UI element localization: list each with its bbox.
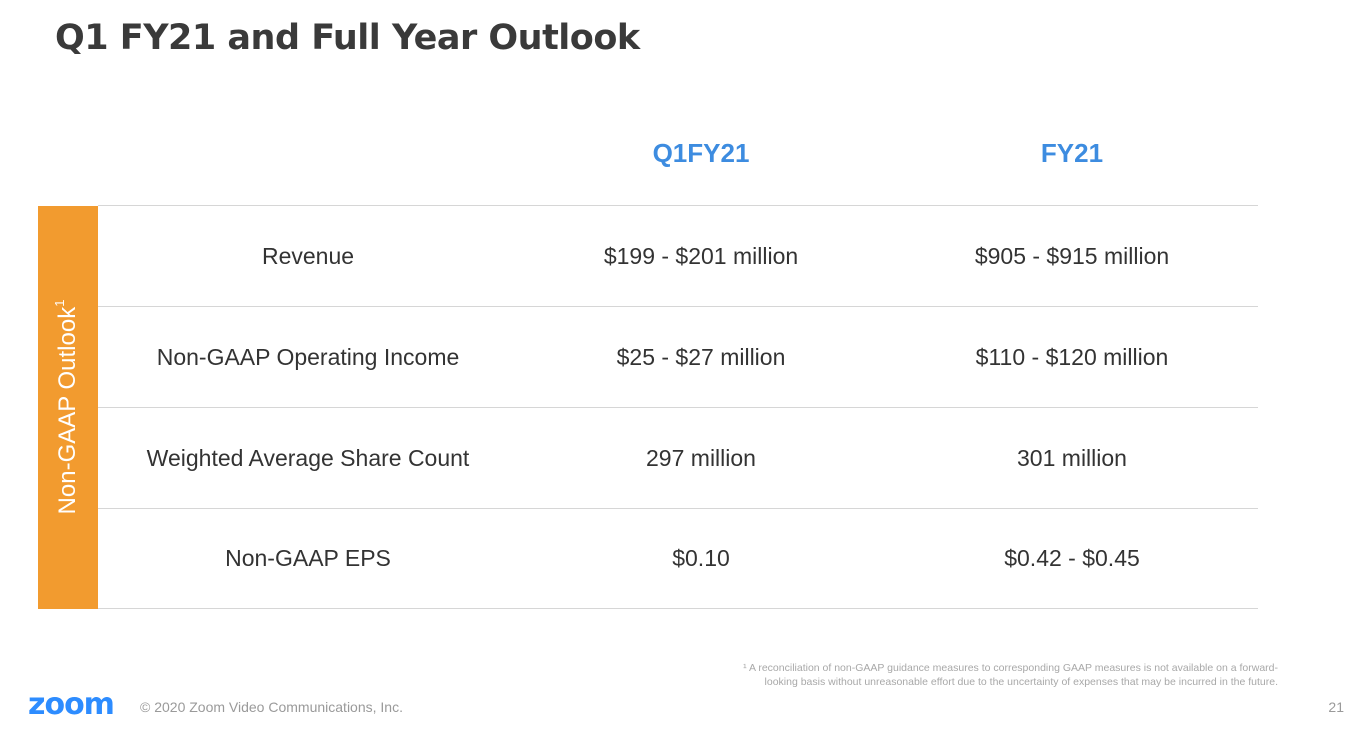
page-number: 21 <box>1328 699 1344 715</box>
row-label: Non-GAAP EPS <box>225 545 391 571</box>
cell-fy21: $905 - $915 million <box>974 242 1170 269</box>
outlook-table: Revenue $199 - $201 million $905 - $915 … <box>98 205 1258 609</box>
column-header-q1fy21: Q1FY21 <box>652 138 750 168</box>
cell-q1fy21: 297 million <box>646 444 756 471</box>
side-category-text: Non-GAAP Outlook <box>54 306 81 515</box>
table-row: Weighted Average Share Count 297 million… <box>98 407 1258 508</box>
cell-fy21: $110 - $120 million <box>975 343 1169 370</box>
side-category-bar <box>38 206 98 609</box>
cell-fy21: 301 million <box>1017 444 1127 471</box>
footnote-line: looking basis without unreasonable effor… <box>764 676 1278 688</box>
footnote: ¹ A reconciliation of non-GAAP guidance … <box>618 661 1278 689</box>
side-category-label: Non-GAAP Outlook1 <box>52 299 82 515</box>
footnote-line: ¹ A reconciliation of non-GAAP guidance … <box>743 662 1278 674</box>
cell-q1fy21: $0.10 <box>672 545 730 571</box>
column-header-fy21: FY21 <box>1040 138 1104 168</box>
zoom-logo: zoom <box>28 687 115 722</box>
row-label: Revenue <box>261 242 355 269</box>
footnote-marker: 1 <box>52 299 67 307</box>
row-label: Weighted Average Share Count <box>146 444 470 471</box>
cell-q1fy21: $25 - $27 million <box>616 343 786 370</box>
row-label: Non-GAAP Operating Income <box>156 343 460 370</box>
copyright-text: © 2020 Zoom Video Communications, Inc. <box>140 699 403 715</box>
page-title: Q1 FY21 and Full Year Outlook <box>55 18 640 58</box>
table-row: Non-GAAP EPS $0.10 $0.42 - $0.45 <box>98 508 1258 609</box>
table-row: Revenue $199 - $201 million $905 - $915 … <box>98 205 1258 306</box>
cell-fy21: $0.42 - $0.45 <box>1004 545 1140 571</box>
cell-q1fy21: $199 - $201 million <box>603 242 799 269</box>
table-row: Non-GAAP Operating Income $25 - $27 mill… <box>98 306 1258 407</box>
